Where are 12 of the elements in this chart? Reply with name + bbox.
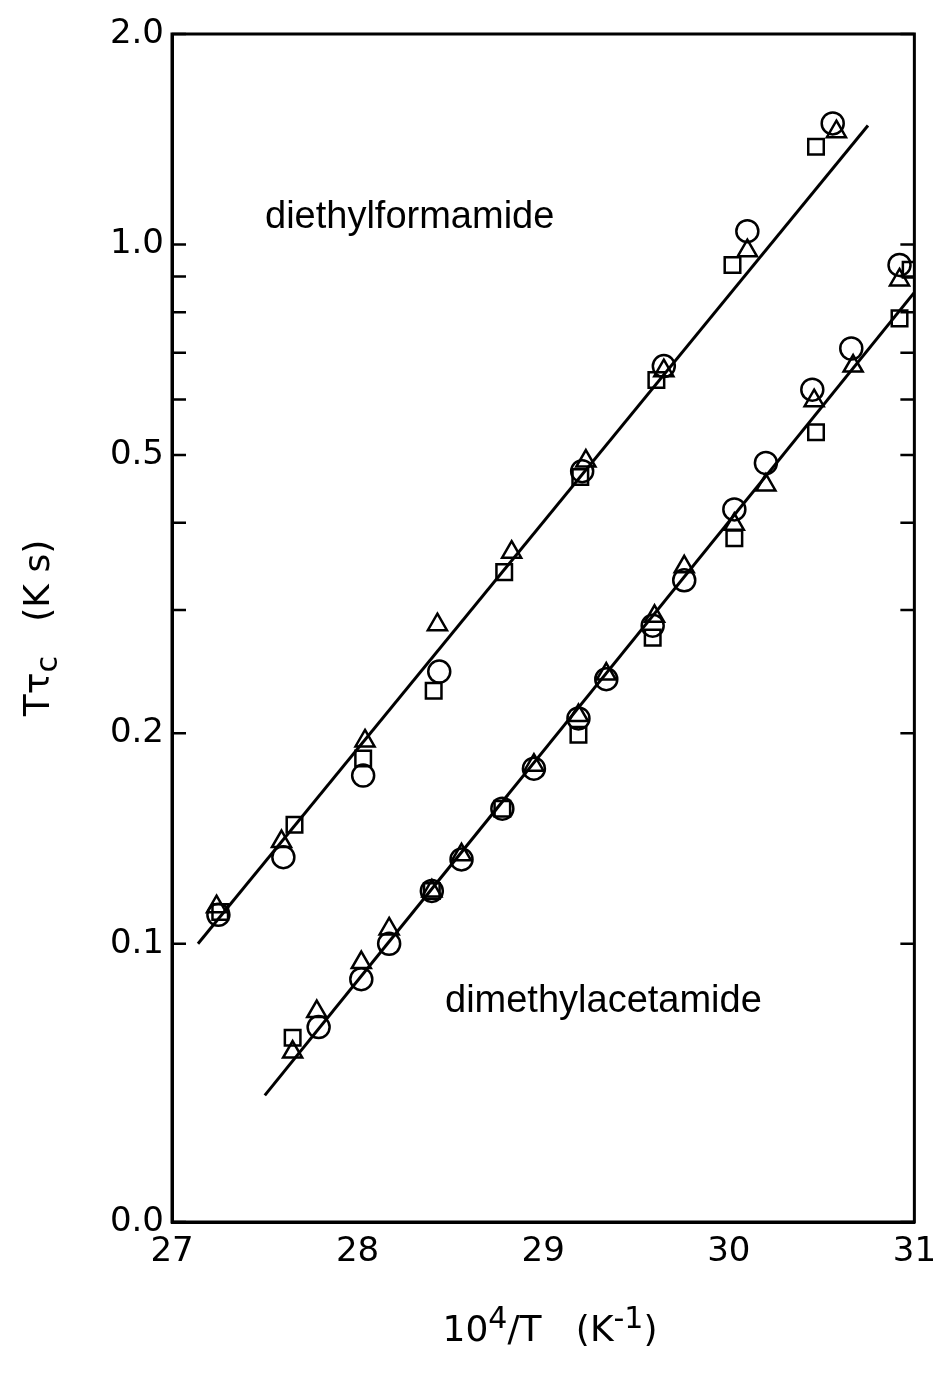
- y-tick-label: 0.2: [109, 710, 164, 751]
- y-tick-label: 2.0: [109, 10, 164, 51]
- x-axis-title: 10$^{4}$/T (K$^{-1}$): [441, 1300, 659, 1349]
- y-tick-label: 0.1: [109, 920, 164, 961]
- x-tick-label: 30: [707, 1229, 751, 1270]
- annotation: diethylformamide: [265, 194, 555, 237]
- x-tick-label: 28: [335, 1229, 380, 1270]
- y-tick-label: 1.0: [109, 221, 164, 262]
- annotation: dimethylacetamide: [445, 978, 762, 1021]
- y-tick-label: 0.5: [109, 431, 164, 472]
- x-tick-label: 29: [521, 1229, 565, 1270]
- x-tick-label: 31: [892, 1229, 936, 1270]
